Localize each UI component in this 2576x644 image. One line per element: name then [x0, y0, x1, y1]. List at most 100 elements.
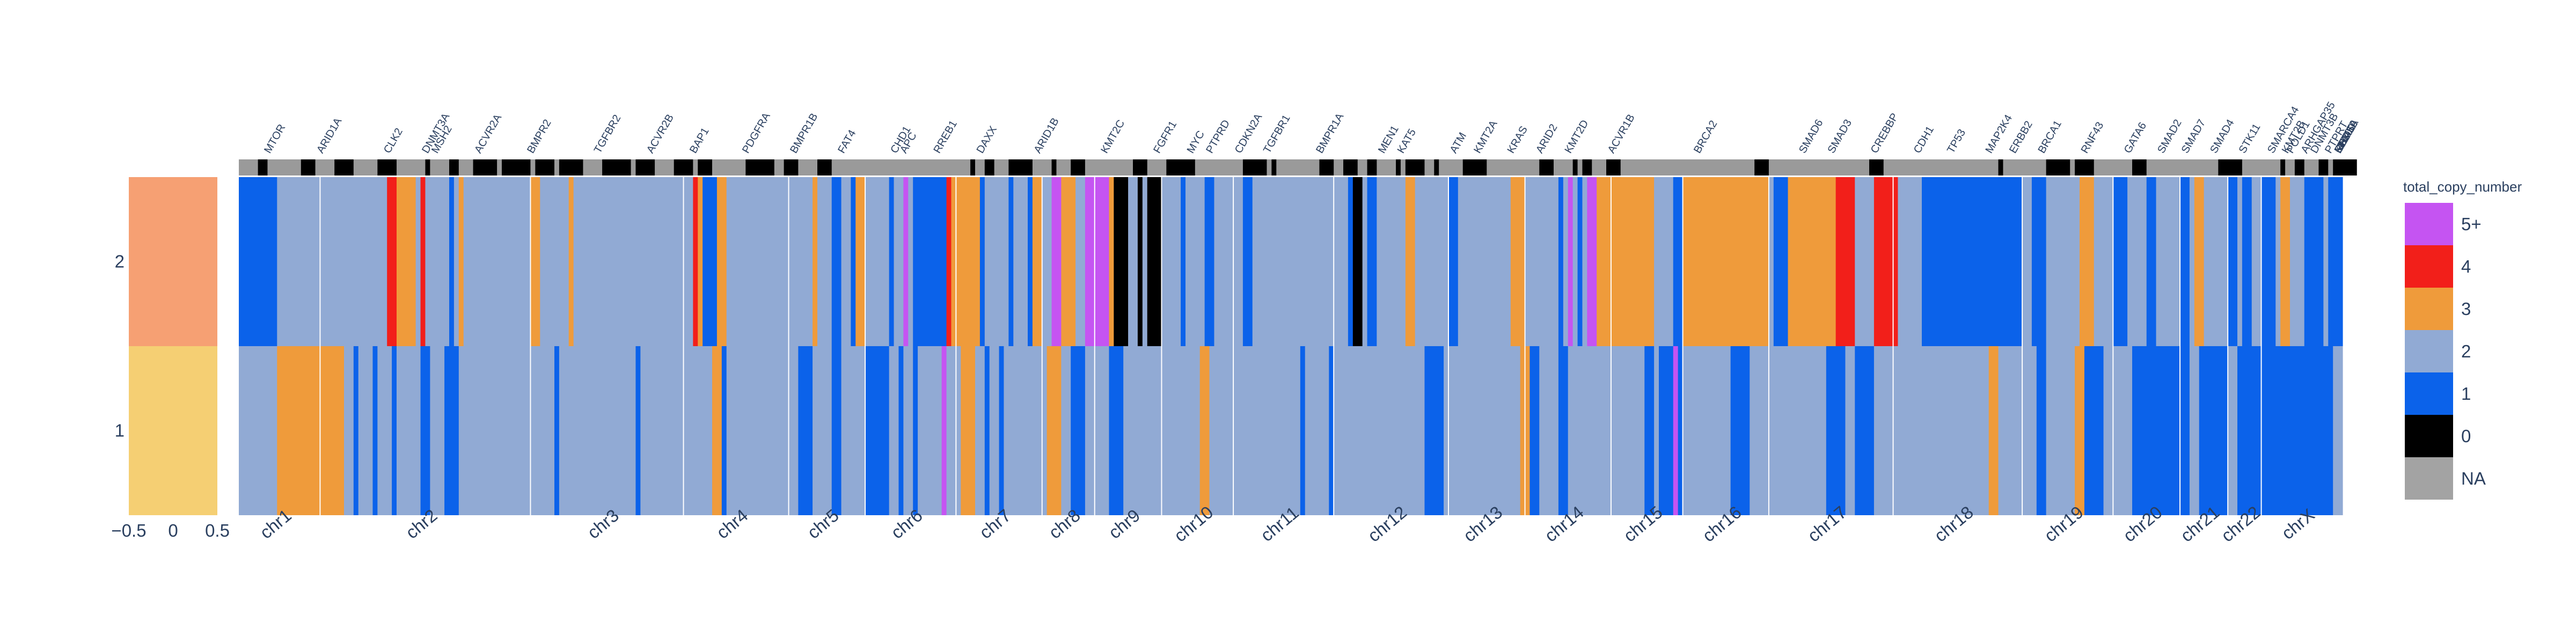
heatmap-cell-row-1: [1109, 346, 1124, 515]
heatmap-cell-row-2: [1061, 177, 1076, 346]
heatmap-cell-row-1: [1673, 346, 1679, 515]
heatmap-cell-row-1: [392, 346, 397, 515]
heatmap-cell-row-1: [975, 346, 985, 515]
heatmap-cell-row-1: [798, 346, 813, 515]
heatmap-cell-row-1: [420, 346, 430, 515]
heatmap-cell-row-2: [2280, 177, 2290, 346]
heatmap-cell-row-1: [1004, 346, 1048, 515]
heatmap-cell-row-2: [1085, 177, 1110, 346]
heatmap-cell-row-2: [865, 177, 890, 346]
heatmap-cell-row-1: [961, 346, 976, 515]
heatmap-cell-row-1: [913, 346, 918, 515]
heatmap-cell-row-1: [2046, 346, 2075, 515]
gene-label: KMT2C: [1099, 118, 1127, 156]
legend-swatch: [2405, 457, 2453, 500]
gene-label: BMPR2: [525, 118, 554, 156]
heatmap-cell-row-1: [1305, 346, 1329, 515]
gene-track-block: [1367, 159, 1377, 175]
gene-track-block: [1539, 159, 1554, 175]
heatmap-cell-row-2: [1252, 177, 1349, 346]
gene-label: ARID1B: [1032, 116, 1062, 156]
heatmap-cell-row-1: [1046, 346, 1062, 515]
gene-label: CDH1: [1912, 124, 1936, 155]
gene-track-block: [2318, 159, 2329, 175]
heatmap-cell-row-2: [1682, 177, 1769, 346]
heatmap-cell-row-1: [2132, 346, 2138, 515]
heatmap-cell-row-2: [530, 177, 540, 346]
heatmap-cell-row-1: [813, 346, 832, 515]
heatmap-cell-row-1: [2237, 346, 2262, 515]
gene-track-block: [535, 159, 554, 175]
heatmap-cell-row-1: [372, 346, 378, 515]
heatmap-cell-row-1: [444, 346, 459, 515]
legend-swatch: [2405, 288, 2453, 330]
heatmap-cell-row-1: [726, 346, 799, 515]
heatmap-cell-row-1: [1123, 346, 1148, 515]
legend-swatch: [2405, 203, 2453, 245]
heatmap-cell-row-1: [1199, 346, 1210, 515]
gene-track-block: [1434, 159, 1439, 175]
legend-swatch: [2405, 372, 2453, 415]
heatmap-cell-row-2: [1582, 177, 1587, 346]
heatmap-cell-row-1: [2136, 346, 2190, 515]
heatmap-cell-row-2: [1654, 177, 1674, 346]
heatmap-cell-row-2: [716, 177, 727, 346]
gene-track-block: [674, 159, 693, 175]
heatmap-cell-row-1: [397, 346, 421, 515]
row-label-1: 1: [115, 421, 125, 441]
gene-track-block: [449, 159, 459, 175]
gene-label: PTPRD: [1204, 118, 1232, 156]
heatmap-cell-row-2: [1577, 177, 1583, 346]
gene-track-block: [1998, 159, 2003, 175]
gene-track-block: [301, 159, 316, 175]
heatmap-cell-row-2: [2180, 177, 2190, 346]
heatmap-cell-row-1: [946, 346, 961, 515]
gene-track-block: [784, 159, 799, 175]
heatmap-cell-row-1: [1893, 346, 1989, 515]
gene-track-block: [1754, 159, 1769, 175]
gene-track-block: [1462, 159, 1487, 175]
heatmap-cell-row-2: [1874, 177, 1899, 346]
heatmap-cell-row-1: [1071, 346, 1086, 515]
gene-label: BRCA2: [1692, 119, 1719, 156]
heatmap-cell-row-1: [1730, 346, 1750, 515]
heatmap-cell-row-1: [1998, 346, 2037, 515]
gene-label: FAT4: [836, 128, 858, 155]
heatmap-cell-row-1: [1845, 346, 1855, 515]
gene-track-block: [1166, 159, 1195, 175]
heatmap-cell-row-2: [1242, 177, 1253, 346]
gene-track-block: [1572, 159, 1578, 175]
gene-label: SMAD4: [2208, 118, 2237, 156]
heatmap-cell-row-1: [2084, 346, 2104, 515]
gene-label: CLK2: [382, 126, 405, 155]
heatmap-cell-row-1: [2036, 346, 2047, 515]
gene-label: ATM: [1448, 130, 1469, 155]
heatmap-cell-row-1: [2333, 346, 2343, 515]
heatmap-cell-row-1: [430, 346, 445, 515]
heatmap-cell-row-2: [979, 177, 985, 346]
heatmap-cell-row-1: [2103, 346, 2133, 515]
gene-label: DAXX: [975, 124, 999, 155]
gene-label: BAP1: [687, 126, 712, 155]
heatmap-cell-row-2: [463, 177, 531, 346]
heatmap-cell-row-1: [712, 346, 722, 515]
gene-label: CDKN2A: [1233, 112, 1265, 156]
gene-track-block: [1582, 159, 1592, 175]
heatmap-cell-row-1: [2261, 346, 2333, 515]
gene-track-block: [745, 159, 774, 175]
heatmap-cell-row-2: [1128, 177, 1138, 346]
heatmap-cell-row-1: [1654, 346, 1659, 515]
heatmap-cell-row-2: [831, 177, 842, 346]
annotation-x-tick: 0: [168, 521, 178, 540]
heatmap-cell-row-2: [1051, 177, 1062, 346]
gene-label: SMAD6: [1797, 118, 1826, 156]
annotation-cell-1: [129, 346, 217, 515]
gene-label: BMPR1A: [1314, 111, 1346, 156]
heatmap-cell-row-2: [2194, 177, 2205, 346]
heatmap-cell-row-1: [239, 346, 277, 515]
heatmap-cell-row-2: [2113, 177, 2128, 346]
heatmap-cell-row-1: [458, 346, 555, 515]
heatmap-cell-row-1: [2075, 346, 2085, 515]
heatmap-cell-row-2: [2022, 177, 2032, 346]
